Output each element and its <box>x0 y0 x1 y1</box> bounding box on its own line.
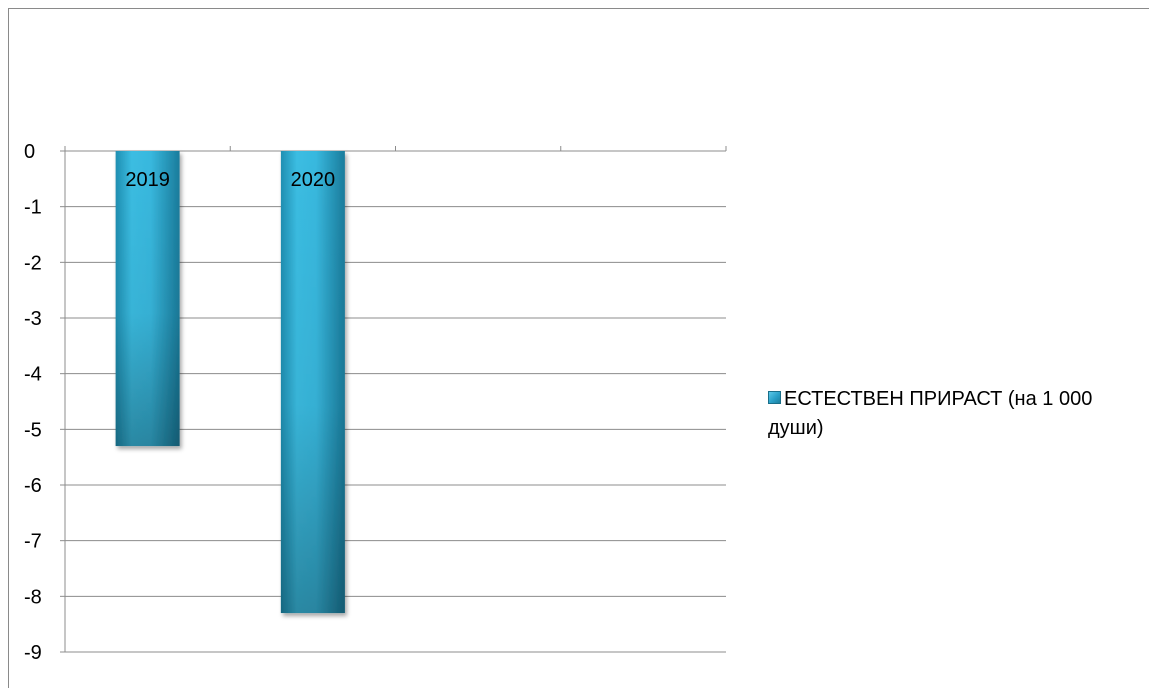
bar-shade <box>115 151 180 447</box>
bars <box>115 151 345 614</box>
bar-shade <box>280 151 345 614</box>
y-tick-label: -8 <box>24 586 42 608</box>
y-tick-label: -6 <box>24 475 42 497</box>
legend-series-name: ЕСТЕСТВЕН ПРИРАСТ (на 1 000 души) <box>768 388 1093 439</box>
y-tick-label: 0 <box>24 141 35 163</box>
bar-data-label: 2019 <box>125 169 170 191</box>
y-tick-label: -1 <box>24 197 42 219</box>
y-tick-label: -9 <box>24 642 42 664</box>
y-tick-label: -7 <box>24 531 42 553</box>
gridlines <box>65 206 726 653</box>
y-tick-label: -4 <box>24 364 42 386</box>
legend: ЕСТЕСТВЕН ПРИРАСТ (на 1 000 души) <box>768 385 1148 443</box>
bar-data-label: 2020 <box>291 169 336 191</box>
y-tick-label: -5 <box>24 419 42 441</box>
bar-2019 <box>115 151 180 447</box>
labels: 0 -1 -2 -3 -4 -5 -6 -7 -8 -9 2019 2020 <box>24 141 335 664</box>
legend-swatch-icon <box>768 391 781 404</box>
y-tick-label: -2 <box>24 252 42 274</box>
bar-2020 <box>280 151 345 614</box>
y-tick-label: -3 <box>24 308 42 330</box>
chart-area <box>8 8 1149 688</box>
